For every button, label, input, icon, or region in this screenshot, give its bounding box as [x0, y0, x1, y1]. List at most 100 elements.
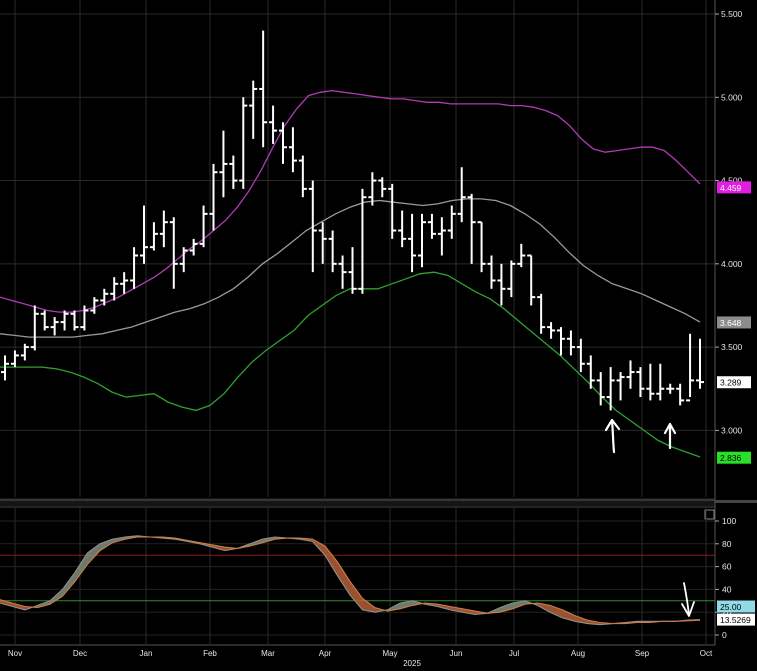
ohlc-bar [388, 183, 397, 239]
y-tick-label: 5.500 [721, 9, 743, 19]
price-tag: 25.00 [717, 600, 755, 613]
ohlc-bar [497, 263, 506, 306]
upper-band-line [0, 89, 701, 313]
svg-text:3.289: 3.289 [720, 378, 742, 388]
ohlc-bar [487, 255, 496, 289]
stoch-ribbon [62, 572, 75, 597]
ohlc-bar [527, 254, 536, 306]
ohlc-bar [189, 238, 198, 256]
x-tick-label: Aug [571, 649, 585, 658]
price-tag: 4.459 [717, 181, 751, 194]
ohlc-bar [149, 222, 158, 251]
middle-band-line [0, 198, 701, 338]
ohlc-bar [576, 338, 585, 373]
x-tick-label: Sep [635, 649, 650, 658]
stoch-ribbon [362, 598, 375, 613]
x-tick-label: Dec [73, 649, 87, 658]
ohlc-bar [179, 247, 188, 273]
ohlc-bar [100, 288, 109, 306]
stoch-ribbon [50, 589, 63, 605]
arrow-annotation-aug [604, 418, 621, 454]
ohlc-bar [368, 172, 377, 206]
ohlc-bar [30, 305, 39, 351]
ohlc-bar [120, 272, 129, 294]
ohlc-bar [378, 177, 387, 198]
ohlc-bar [437, 217, 446, 256]
ohlc-bar [169, 217, 178, 289]
y-tick-label: 3.000 [721, 425, 743, 435]
stoch-ribbon [450, 606, 463, 613]
price-tag: 13.5269 [717, 613, 755, 626]
ohlc-bar [259, 30, 268, 148]
x-tick-label: Apr [319, 649, 332, 658]
ohlc-bar [586, 355, 595, 389]
ohlc-bar [676, 383, 685, 406]
ohlc-bar [1, 355, 9, 381]
ohlc-bar [477, 221, 486, 273]
stoch-ribbon [75, 552, 88, 582]
arrow-annotation-sep [663, 422, 677, 450]
ohlc-bar [606, 367, 615, 411]
stoch-y-tick-label: 80 [722, 539, 732, 549]
stoch-ribbon [100, 539, 113, 551]
x-tick-label: Jan [140, 649, 153, 658]
ohlc-bar [219, 130, 228, 198]
ohlc-bar [50, 317, 59, 336]
ohlc-bar [646, 363, 655, 401]
price-tag: 3.289 [717, 376, 751, 389]
panel-divider[interactable] [0, 498, 715, 508]
y-tick-label: 4.000 [721, 259, 743, 269]
ohlc-bar [457, 167, 466, 223]
y-tick-label: 3.500 [721, 342, 743, 352]
x-tick-label: Nov [8, 649, 22, 658]
ohlc-bar [159, 210, 168, 248]
x-tick-label: Feb [203, 649, 217, 658]
ohlc-bar [517, 243, 526, 268]
stoch-ribbon [12, 603, 25, 610]
stoch-ribbon [112, 536, 125, 543]
ohlc-bar [249, 80, 258, 139]
stoch-k-line [0, 535, 701, 626]
ohlc-bar [60, 310, 69, 331]
x-tick-label: Jul [509, 649, 519, 658]
ohlc-bar [269, 105, 278, 144]
stoch-y-tick-label: 60 [722, 562, 732, 572]
ohlc-bar [408, 213, 417, 273]
ohlc-bar [537, 293, 546, 334]
ohlc-bar [90, 297, 99, 314]
ohlc-bar [398, 210, 407, 248]
ohlc-bar [616, 372, 625, 401]
y-tick-label: 5.000 [721, 92, 743, 102]
stoch-y-tick-label: 100 [722, 516, 736, 526]
stoch-ribbon [325, 546, 338, 576]
stoch-ribbon [350, 581, 363, 610]
stoch-ribbon [262, 536, 275, 543]
ohlc-bar [686, 333, 695, 402]
ohlc-bar [279, 122, 287, 164]
price-tag: 3.648 [717, 316, 751, 329]
ohlc-bar [696, 338, 704, 389]
price-tag: 2.836 [717, 451, 751, 464]
ohlc-bar [239, 97, 248, 189]
ohlc-bar [427, 213, 436, 239]
x-tick-label: May [382, 649, 397, 658]
ohlc-bar [110, 277, 119, 301]
stoch-ribbon [337, 562, 350, 596]
stoch-ribbon [462, 608, 475, 615]
ohlc-bar [338, 255, 347, 289]
stoch-ribbon [250, 539, 263, 547]
stoch-ribbon [500, 603, 513, 613]
svg-text:25.00: 25.00 [720, 602, 742, 612]
ohlc-bar [199, 205, 208, 248]
ohlc-bar [636, 367, 645, 398]
ohlc-bar [447, 205, 456, 239]
year-label: 2025 [403, 659, 421, 668]
expand-panel-icon[interactable] [704, 509, 715, 520]
ohlc-bar [418, 213, 426, 268]
ohlc-bar [308, 180, 317, 273]
ohlc-bar [348, 247, 357, 294]
ohlc-bar [547, 322, 556, 339]
ohlc-bar [318, 222, 327, 264]
y-tick-label: 4.500 [721, 176, 743, 186]
ohlc-bar [467, 193, 476, 264]
